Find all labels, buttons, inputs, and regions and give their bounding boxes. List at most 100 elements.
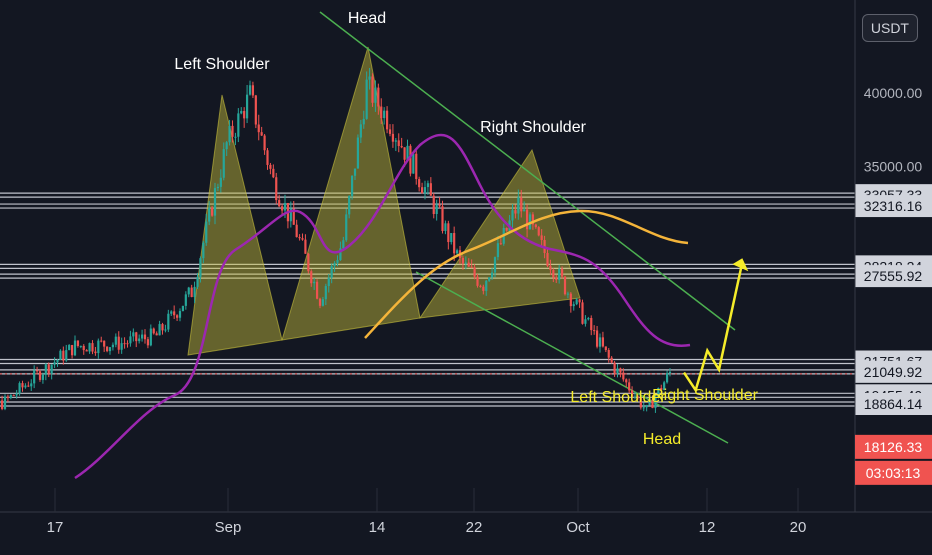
candle-body [453, 233, 455, 253]
candle-body [602, 337, 604, 346]
candle-body [511, 210, 513, 220]
candle-body [16, 393, 18, 395]
candle-body [53, 362, 55, 364]
candle-body [430, 183, 432, 195]
candle-body [4, 397, 6, 409]
candle-body [42, 375, 44, 380]
candle-body [74, 341, 76, 356]
currency-badge[interactable]: USDT [862, 14, 918, 42]
candle-body [325, 286, 327, 299]
candle-body [625, 379, 627, 382]
candle-body [269, 165, 271, 169]
candle-body [576, 299, 578, 304]
candle-body [202, 243, 204, 258]
candle-body [123, 343, 125, 344]
candle-body [360, 124, 362, 137]
annotation-label: Right Shoulder [652, 387, 759, 404]
candle-body [126, 343, 128, 344]
candle-body [281, 206, 283, 210]
candle-body [153, 329, 155, 334]
candle-body [30, 383, 32, 386]
candle-body [392, 134, 394, 142]
candle-body [112, 345, 114, 347]
candle-body [363, 119, 365, 124]
candle-body [389, 129, 391, 134]
candle-body [488, 277, 490, 280]
candle-body [669, 372, 671, 373]
candle-body [552, 270, 554, 278]
candle-body [471, 267, 473, 268]
candle-body [535, 225, 537, 228]
candle-body [476, 277, 478, 286]
candle-body [77, 341, 79, 346]
candle-body [409, 146, 411, 174]
candle-body [7, 397, 9, 398]
candle-body [316, 282, 318, 299]
candle-body [506, 228, 508, 231]
candle-body [275, 177, 277, 200]
candle-body [608, 350, 610, 358]
candle-body [65, 350, 67, 360]
candle-body [447, 223, 449, 242]
candle-body [298, 237, 300, 238]
candle-body [141, 335, 143, 339]
candle-body [51, 365, 53, 374]
candle-body [605, 346, 607, 350]
candle-body [322, 299, 324, 306]
candle-body [412, 154, 414, 174]
candle-body [307, 254, 309, 271]
candle-body [1, 400, 3, 409]
candle-body [158, 324, 160, 335]
candle-body [147, 339, 149, 345]
candle-body [357, 138, 359, 169]
candle-body [438, 205, 440, 207]
candle-body [401, 146, 403, 147]
candle-body [121, 343, 123, 350]
candle-body [494, 257, 496, 272]
candle-body [167, 314, 169, 330]
candle-body [497, 243, 499, 257]
candle-body [441, 206, 443, 231]
time-label: 22 [466, 519, 483, 536]
candle-body [176, 315, 178, 318]
candle-body [150, 329, 152, 346]
candle-body [170, 311, 172, 313]
candle-body [555, 277, 557, 279]
candle-body [234, 137, 236, 138]
candle-body [383, 111, 385, 118]
candle-body [348, 196, 350, 214]
candle-body [581, 302, 583, 323]
candle-body [313, 282, 315, 283]
candle-body [179, 311, 181, 318]
candle-body [584, 319, 586, 324]
candle-body [94, 352, 96, 354]
price-scale-label: 35000.00 [864, 159, 923, 175]
candle-body [564, 277, 566, 295]
price-scale-label: 40000.00 [864, 85, 923, 101]
candle-body [570, 294, 572, 306]
candle-body [258, 125, 260, 133]
candle-body [333, 263, 335, 266]
candle-body [246, 95, 248, 119]
candle-body [115, 337, 117, 345]
candle-body [328, 278, 330, 286]
candle-body [185, 294, 187, 306]
candle-body [301, 238, 303, 239]
candle-body [156, 333, 158, 335]
candle-body [173, 311, 175, 315]
candle-body [538, 227, 540, 235]
candle-body [249, 85, 251, 94]
candle-body [193, 287, 195, 297]
candle-body [386, 111, 388, 130]
candle-body [59, 351, 61, 360]
candle-body [421, 187, 423, 193]
candle-body [91, 343, 93, 351]
candle-body [13, 395, 15, 396]
candle-body [433, 196, 435, 214]
candle-body [380, 107, 382, 119]
candle-body [188, 288, 190, 295]
candle-body [228, 126, 230, 142]
candle-body [462, 258, 464, 264]
